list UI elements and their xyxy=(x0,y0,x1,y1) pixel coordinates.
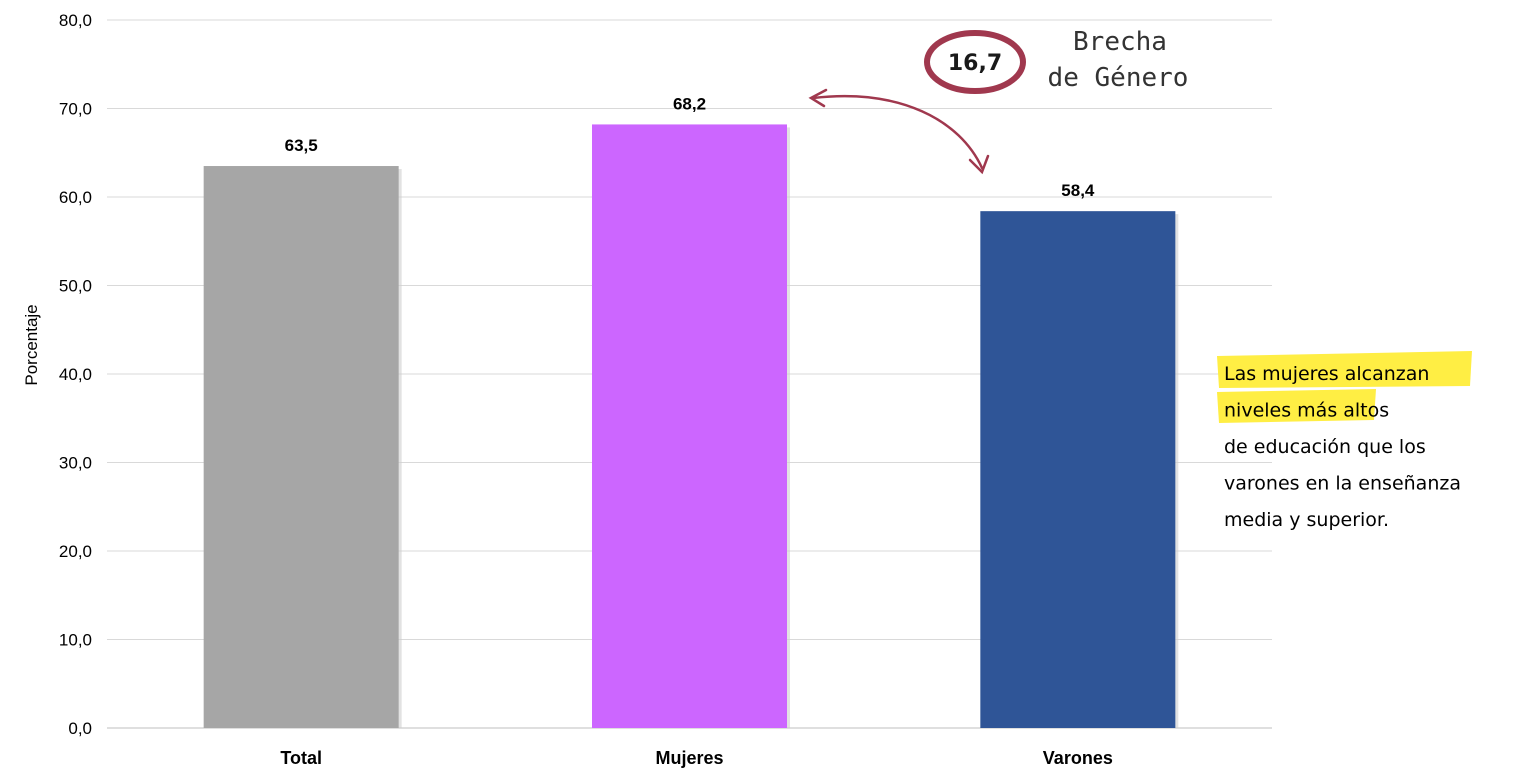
y-tick-label: 0,0 xyxy=(68,719,92,738)
y-tick-label: 70,0 xyxy=(59,100,92,119)
data-label: 68,2 xyxy=(673,94,706,113)
note-line: de educación que los xyxy=(1224,436,1426,458)
note-line: Las mujeres alcanzan xyxy=(1224,363,1429,385)
bar xyxy=(980,211,1176,728)
gap-value: 16,7 xyxy=(948,51,1002,76)
bar xyxy=(592,124,787,729)
note-line: media y superior. xyxy=(1224,509,1389,531)
bars: 63,5 68,2 58,4 xyxy=(203,94,1179,729)
y-tick-label: 30,0 xyxy=(59,454,92,473)
note-highlight xyxy=(1217,389,1376,423)
y-axis-label: Porcentaje xyxy=(22,304,41,385)
y-tick-label: 60,0 xyxy=(59,188,92,207)
x-category-label: Total xyxy=(280,748,322,768)
y-axis-ticks: 0,0 10,0 20,0 30,0 40,0 50,0 60,0 70,0 80,0 xyxy=(59,11,92,738)
data-label: 58,4 xyxy=(1061,181,1095,200)
note-line: varones en la enseñanza xyxy=(1224,473,1461,495)
y-tick-label: 20,0 xyxy=(59,542,92,561)
y-tick-label: 10,0 xyxy=(59,631,92,650)
gap-circle-icon xyxy=(924,30,1026,94)
y-tick-label: 50,0 xyxy=(59,277,92,296)
bar xyxy=(203,166,399,728)
gap-arrow-icon xyxy=(808,88,990,175)
gap-caption-line2: de Género xyxy=(1048,63,1189,93)
y-tick-label: 40,0 xyxy=(59,365,92,384)
x-category-label: Varones xyxy=(1043,748,1113,768)
gap-caption-line1: Brecha xyxy=(1073,27,1167,57)
note-line: niveles más altos xyxy=(1224,400,1389,422)
note-highlight xyxy=(1217,351,1472,388)
x-axis-categories: Total Mujeres Varones xyxy=(280,748,1113,768)
side-note: Las mujeres alcanzan niveles más altos de … xyxy=(1224,363,1461,531)
x-category-label: Mujeres xyxy=(655,748,723,768)
data-label: 63,5 xyxy=(285,136,318,155)
y-tick-label: 80,0 xyxy=(59,11,92,30)
